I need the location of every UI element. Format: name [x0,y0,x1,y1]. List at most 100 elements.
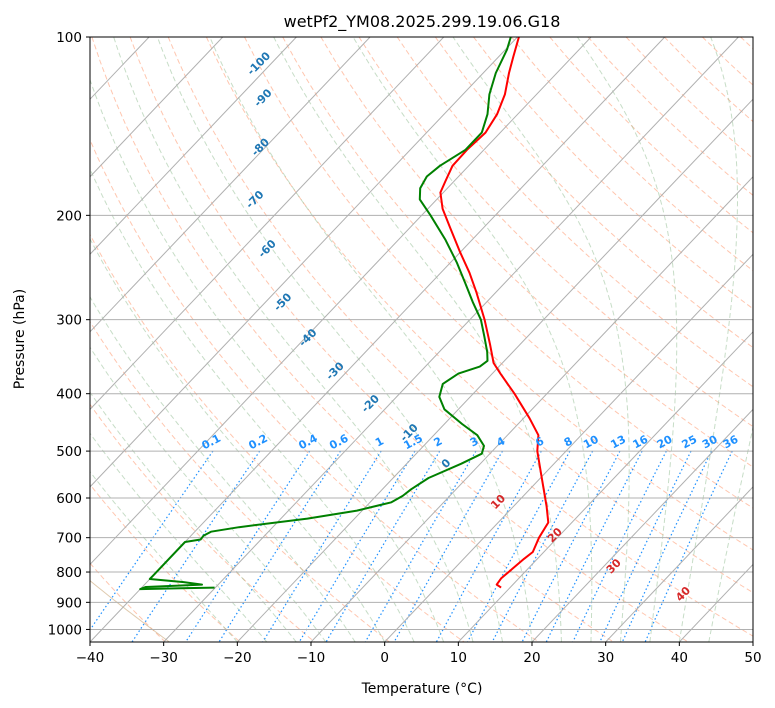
mixing-ratio-label: 2 [432,434,445,449]
dry-adiabat [129,37,689,642]
mixing-ratio-line [545,450,643,642]
isotherm [384,253,753,642]
isotherm [457,331,753,642]
y-tick-label: 200 [56,208,82,224]
mixing-ratio-line [466,450,571,642]
temperature-profile-line [439,37,550,589]
isotherm [310,176,753,642]
mixing-ratio-line [325,450,441,642]
mixing-ratio-label: 1 [373,434,386,449]
x-tick-label: 10 [450,650,467,666]
dry-adiabat [205,37,753,594]
moist-adiabat [90,237,386,642]
dry-adiabat-label: -90 [251,86,274,109]
moist-adiabat [209,37,533,642]
isotherm [90,37,445,411]
moist-adiabat [156,37,503,642]
dry-adiabat [90,403,316,642]
mixing-ratio-label: 6 [533,434,546,449]
y-tick-label: 800 [56,565,82,581]
moist-adiabat [678,37,738,642]
isotherm [163,37,739,642]
moist-adiabat-label: 40 [673,584,693,604]
x-tick-label: 20 [523,650,540,666]
dry-adiabat-label: -60 [256,237,279,260]
dry-adiabat [90,483,241,642]
y-tick-label: 300 [56,313,82,329]
moist-adiabat [90,470,238,642]
y-tick-label: 1000 [48,622,82,638]
mixing-ratio-line [364,450,477,642]
dry-adiabat [244,37,753,551]
background-grid [0,37,753,642]
mixing-ratio-line [621,450,713,642]
dry-adiabat-label: -30 [323,359,346,382]
mixing-ratio-line [90,450,214,631]
dry-adiabat [434,37,753,349]
mixing-ratio-label: 10 [581,433,601,452]
sounding-profiles [139,37,550,591]
chart-title: wetPf2_YM08.2025.299.19.06.G18 [284,12,561,32]
moist-adiabat [352,37,593,642]
mixing-ratio-line [218,450,342,642]
moist-adiabat-label: 20 [545,525,565,545]
isotherm [90,37,224,178]
moist-adiabat [90,346,327,642]
mixing-ratio-label: 16 [631,433,651,452]
y-tick-label: 500 [56,444,82,460]
isotherm [531,408,753,642]
dry-adiabat [282,37,753,509]
isotherm [90,37,371,333]
mixing-ratio-label: 30 [700,433,720,452]
y-tick-label: 400 [56,387,82,403]
mixing-ratio-line [298,450,416,642]
dry-adiabat [320,37,753,468]
x-tick-label: 50 [744,650,761,666]
isotherm [0,37,2,642]
mixing-ratio-line [435,450,542,642]
dry-adiabat [702,37,753,86]
dry-adiabat [663,37,753,123]
mixing-ratio-line [599,450,692,642]
x-tick-label: 30 [597,650,614,666]
dry-adiabat-label: -50 [271,290,294,313]
line-annotations: 0.1 0.2 0.4 0.6 1 1.5 2 3 4 6 8 10 13 16 20 25 30 36-100-… [200,49,741,604]
axes: −40 −30 −20 −10 0 10 20 30 40 5010020030040050060… [48,30,762,666]
y-tick-label: 700 [56,531,82,547]
dry-adiabat [90,233,465,642]
y-axis-label: Pressure (hPa) [12,289,28,389]
y-tick-label: 900 [56,595,82,611]
x-tick-label: 0 [380,650,389,666]
dry-adiabat [473,37,753,310]
isotherm [90,37,518,488]
isotherm [605,486,753,642]
moist-adiabat-label: 30 [604,556,624,576]
mixing-ratio-line [521,450,621,642]
mixing-ratio-label: 0.4 [296,432,320,453]
mixing-ratio-label: 8 [562,434,575,449]
x-tick-label: −40 [76,650,105,666]
dry-adiabat-label: -70 [243,188,266,211]
dry-adiabat-label: -80 [249,135,272,158]
isotherm [236,98,753,642]
dry-adiabat [91,37,614,642]
isotherm [90,37,297,256]
plot-frame [89,36,754,643]
dewpoint-profile-line [139,37,512,591]
mixing-ratio-label: 20 [655,433,675,452]
mixing-ratio-label: 0.1 [200,432,223,453]
mixing-ratio-line [491,450,594,642]
x-tick-label: 40 [671,650,688,666]
x-axis-label: Temperature (°C) [361,681,483,697]
moist-adiabat [708,425,753,642]
x-tick-label: −10 [297,650,326,666]
isotherm [752,641,753,642]
y-tick-label: 600 [56,491,82,507]
y-tick-label: 100 [56,30,82,46]
mixing-ratio-line [262,450,382,642]
mixing-ratio-line [644,450,733,642]
mixing-ratio-label: 0.2 [246,432,269,453]
dry-adiabat [511,37,753,272]
mixing-ratio-line [572,450,667,642]
